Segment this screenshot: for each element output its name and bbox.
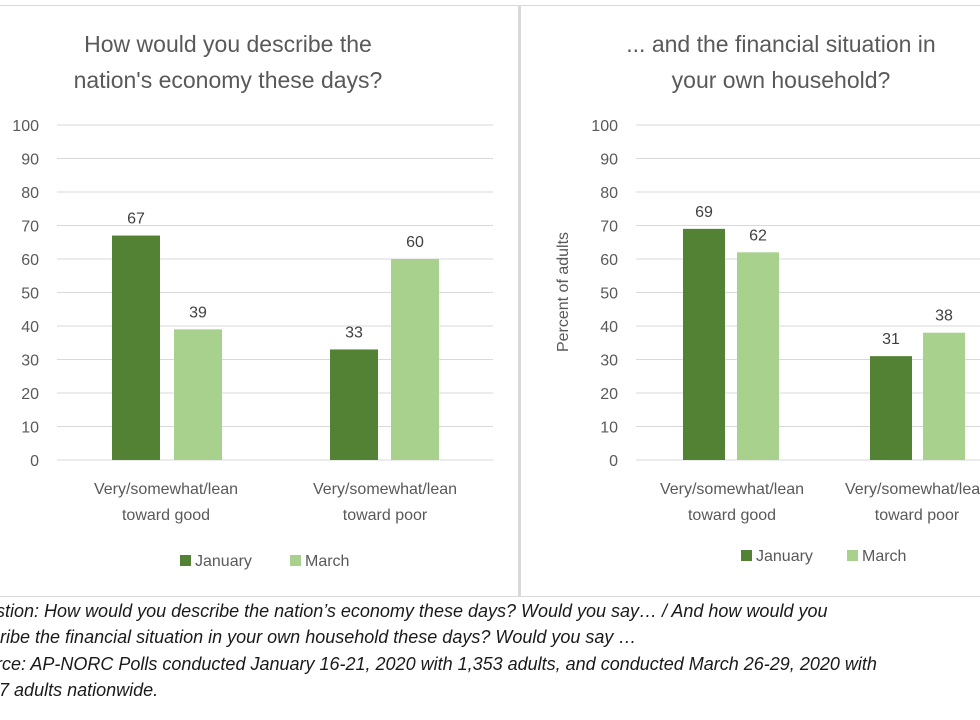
- data-label: 39: [189, 304, 207, 321]
- y-tick-label: 50: [21, 286, 39, 303]
- note-source-line-1: Source: AP-NORC Polls conducted January …: [0, 654, 877, 674]
- chart-notes: Question: How would you describe the nat…: [0, 598, 980, 720]
- y-tick-label: 0: [609, 453, 618, 470]
- y-tick-label: 40: [21, 319, 39, 336]
- x-category-label: Very/somewhat/lean: [313, 481, 457, 498]
- chart-panel-economy: How would you describe the nation's econ…: [0, 0, 518, 597]
- y-tick-label: 40: [600, 319, 618, 336]
- bar: [391, 259, 439, 460]
- note-source-line-2: 1,057 adults nationwide.: [0, 680, 159, 700]
- y-tick-label: 10: [600, 420, 618, 437]
- y-tick-label: 30: [21, 353, 39, 370]
- y-axis-label: Percent of adults: [555, 232, 572, 352]
- bar: [683, 228, 725, 460]
- y-tick-label: 60: [21, 252, 39, 269]
- x-category-label: Very/somewhat/lean: [94, 481, 238, 498]
- y-tick-label: 20: [600, 386, 618, 403]
- legend-swatch: [847, 550, 858, 561]
- y-tick-label: 30: [600, 353, 618, 370]
- legend-label: January: [756, 548, 813, 565]
- legend-swatch: [741, 550, 752, 561]
- y-tick-label: 90: [600, 152, 618, 169]
- y-tick-label: 70: [21, 219, 39, 236]
- data-label: 33: [345, 324, 363, 341]
- legend-label: March: [305, 553, 349, 570]
- chart-title-line: How would you describe the: [84, 31, 372, 57]
- y-tick-label: 20: [21, 386, 39, 403]
- data-label: 60: [406, 234, 424, 251]
- data-label: 67: [127, 211, 145, 228]
- x-category-label: toward poor: [343, 507, 428, 524]
- note-question-line-1: Question: How would you describe the nat…: [0, 601, 828, 621]
- data-label: 62: [749, 227, 767, 244]
- note-question-line-2: describe the financial situation in your…: [0, 627, 637, 647]
- panel-divider: [518, 5, 521, 597]
- chart-plot-economy: 0 10 20 30 40 50 60 70 80 90 100 67 33 39 60 Very/somew…: [12, 118, 493, 570]
- panel-top-border: [0, 5, 518, 6]
- bar: [923, 332, 965, 460]
- y-tick-label: 80: [21, 185, 39, 202]
- data-label: 69: [695, 204, 713, 221]
- y-tick-label: 70: [600, 219, 618, 236]
- y-tick-label: 100: [12, 118, 39, 135]
- data-label: 31: [882, 331, 900, 348]
- chart-title: ... and the financial situation in your …: [546, 26, 980, 98]
- chart-plot-household: 0 10 20 30 40 50 60 70 80 90 100 69 31 62 38 Very/somew…: [555, 118, 980, 565]
- data-label: 38: [935, 308, 953, 325]
- y-tick-label: 80: [600, 185, 618, 202]
- chart-panel-household: ... and the financial situation in your …: [521, 0, 980, 597]
- legend-label: January: [195, 553, 252, 570]
- legend-swatch: [290, 555, 301, 566]
- y-tick-label: 90: [21, 152, 39, 169]
- x-category-label: toward good: [688, 507, 776, 524]
- bar: [174, 329, 222, 460]
- y-tick-label: 0: [30, 453, 39, 470]
- y-tick-label: 60: [600, 252, 618, 269]
- chart-title-line: ... and the financial situation in: [626, 31, 936, 57]
- x-category-label: toward poor: [875, 507, 960, 524]
- x-category-label: toward good: [122, 507, 210, 524]
- bar: [870, 356, 912, 460]
- chart-title: How would you describe the nation's econ…: [18, 26, 438, 98]
- panel-top-border: [521, 5, 980, 6]
- legend-swatch: [180, 555, 191, 566]
- x-category-label: Very/somewhat/lean: [845, 481, 980, 498]
- chart-bottom-rule: [0, 596, 980, 597]
- y-tick-label: 100: [591, 118, 618, 135]
- x-category-label: Very/somewhat/lean: [660, 481, 804, 498]
- chart-title-line: nation's economy these days?: [73, 67, 383, 93]
- y-tick-label: 50: [600, 286, 618, 303]
- chart-title-line: your own household?: [671, 67, 891, 93]
- bar: [112, 235, 160, 460]
- bar: [330, 349, 378, 460]
- y-tick-label: 10: [21, 420, 39, 437]
- legend-label: March: [862, 548, 906, 565]
- bar: [737, 252, 779, 460]
